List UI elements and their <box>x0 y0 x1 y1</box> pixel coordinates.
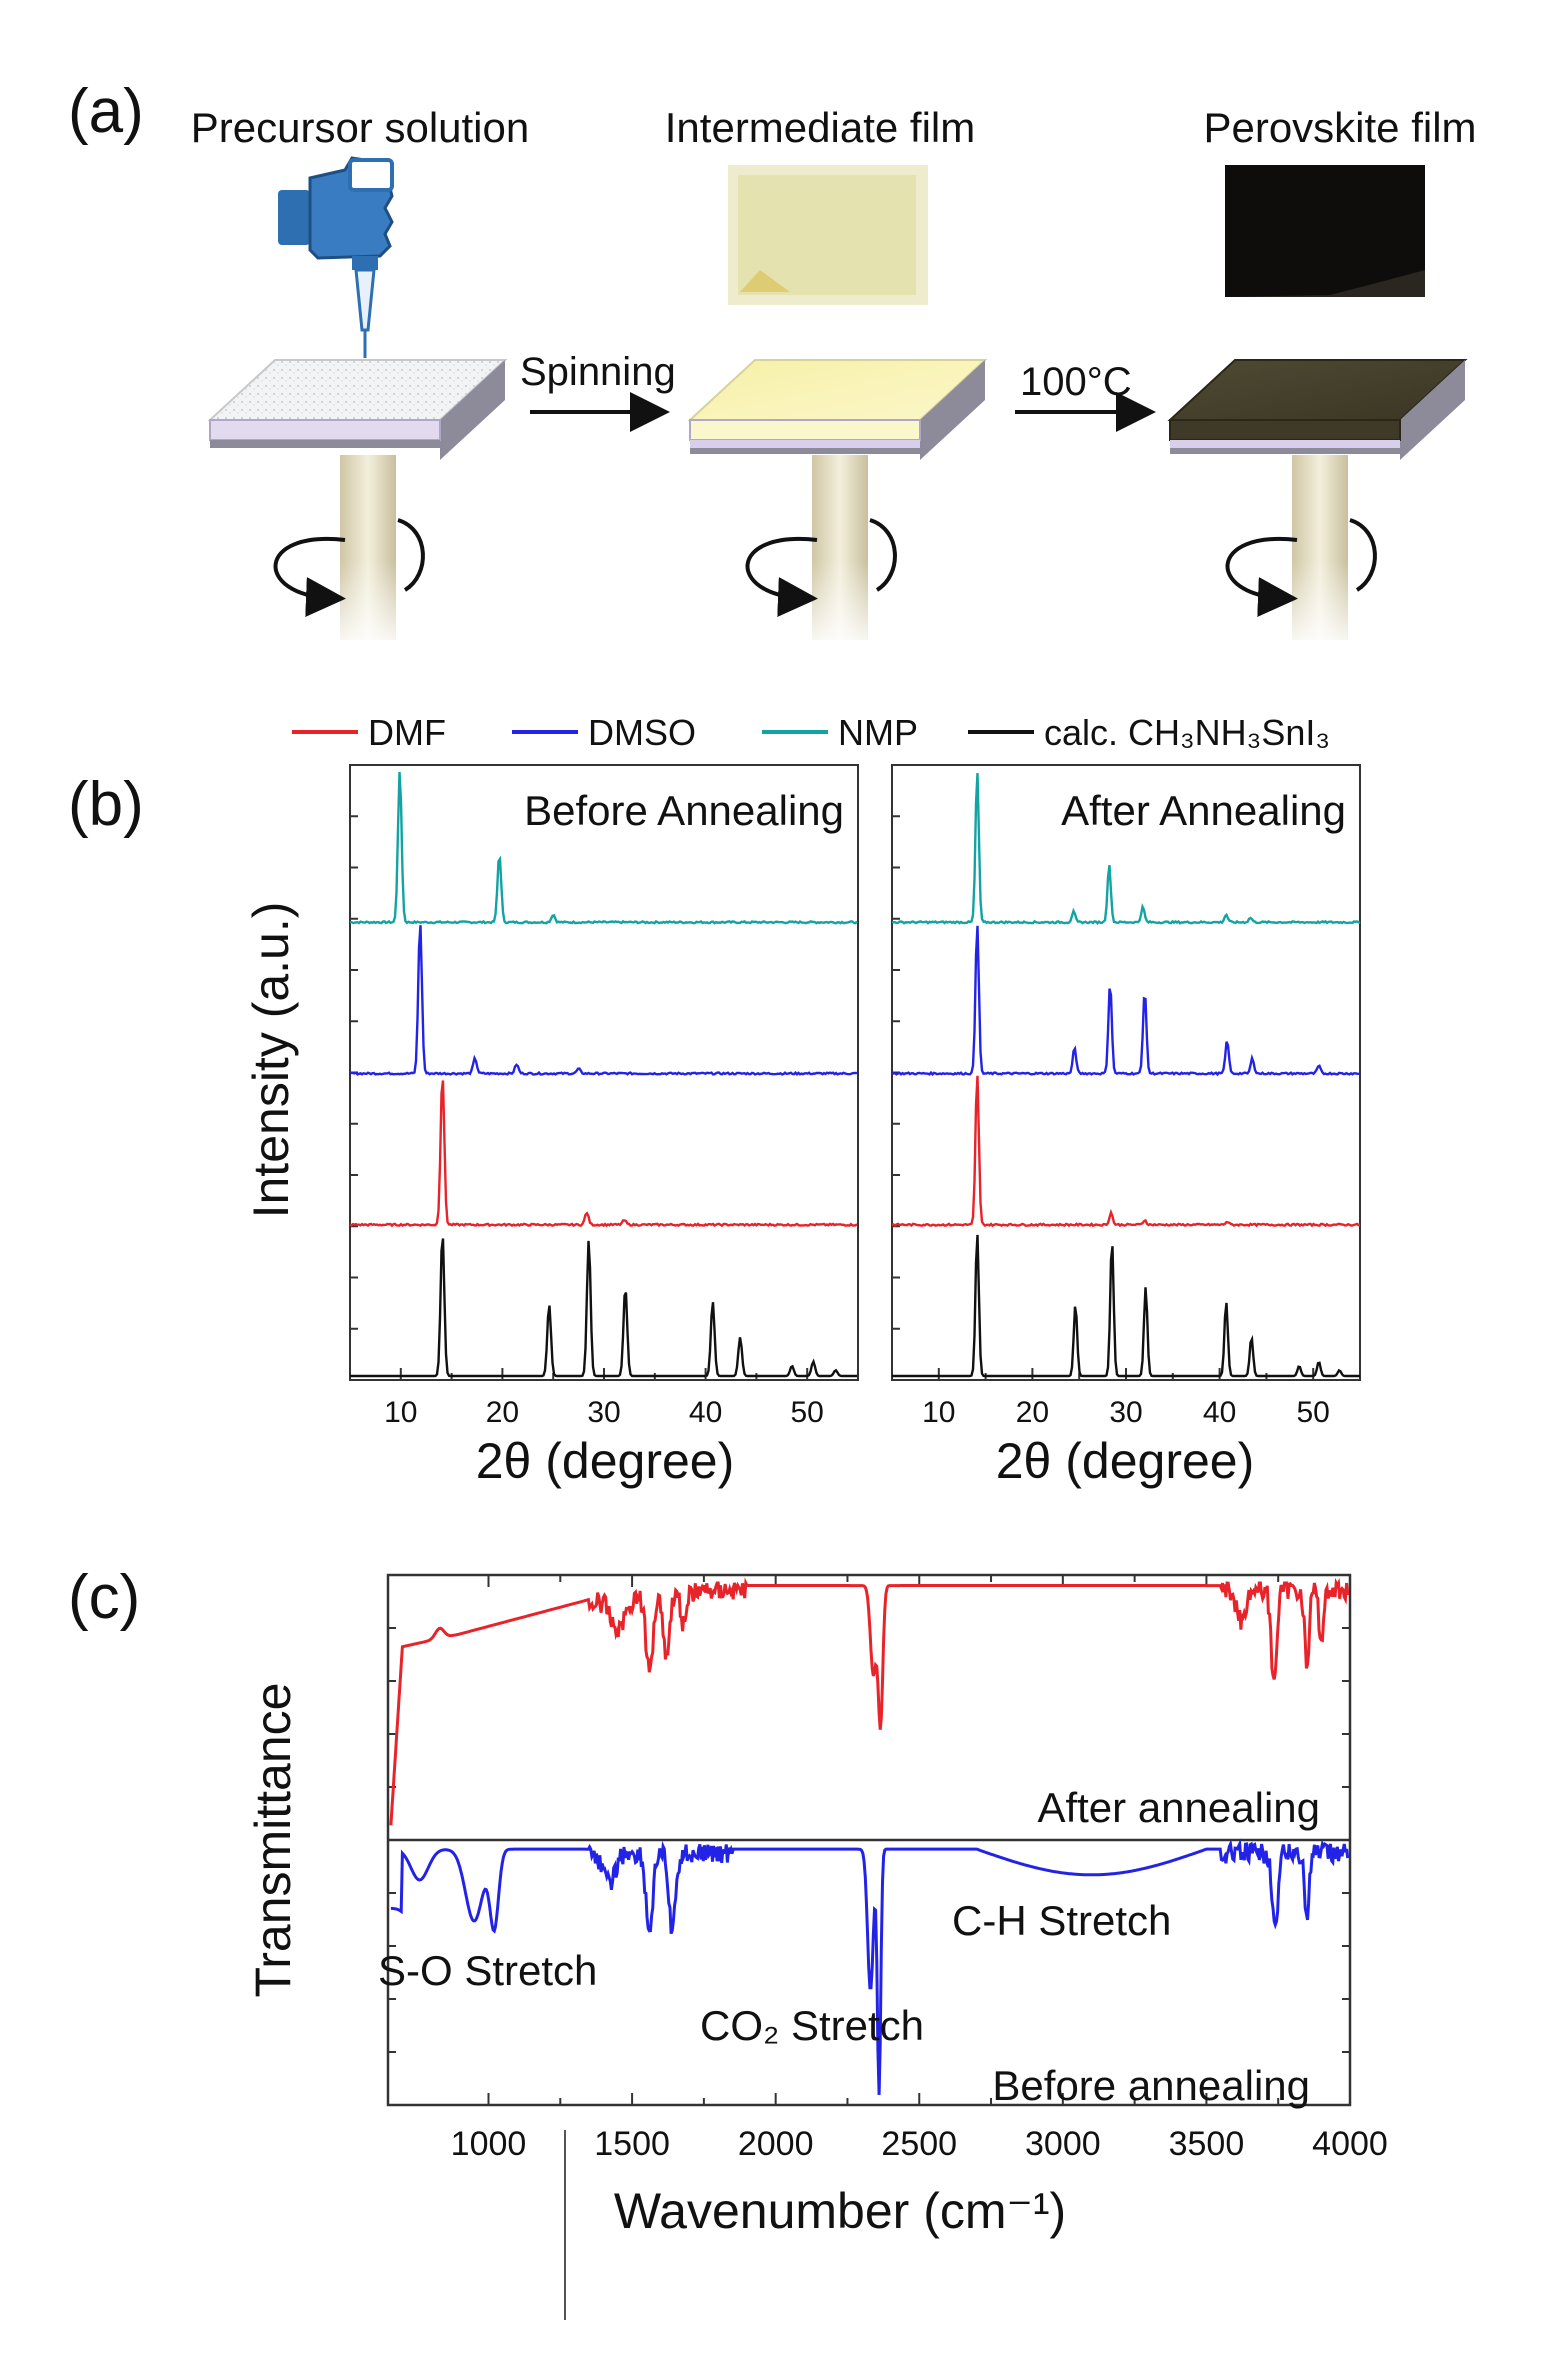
panel-a: (a) Precursor solution Intermediate film… <box>68 77 1477 640</box>
x-tick-label: 20 <box>486 1396 519 1429</box>
ir-xlabel: Wavenumber (cm⁻¹) <box>614 2183 1066 2239</box>
pipette-icon <box>278 156 394 358</box>
arrow-label-spinning: Spinning <box>520 350 676 394</box>
panel-b: (b) DMF DMSO NMP calc. CH₃NH₃SnI₃ Intens… <box>68 712 1361 1489</box>
ir-series-before <box>390 1838 1350 2095</box>
substrate-1 <box>207 359 508 460</box>
x-tick-label: 20 <box>1016 1396 1049 1429</box>
substrate-3 <box>1167 359 1468 460</box>
ir-x-tick-label: 1000 <box>451 2125 527 2163</box>
ir-chart: 1000 1500 2000 2500 3000 3500 4000 <box>386 1573 1388 2163</box>
xrd-series-nmp <box>891 772 1361 925</box>
arrow-label-anneal: 100°C <box>1020 360 1132 404</box>
legend-label-dmso: DMSO <box>588 712 696 753</box>
panel-c: (c) Transmittance 1000 1500 2000 2500 3000 35… <box>68 1563 1388 2320</box>
xrd-series-dmso <box>891 925 1360 1077</box>
step-title-intermediate: Intermediate film <box>665 104 975 151</box>
plot-title: After Annealing <box>1061 787 1346 834</box>
legend-label-nmp: NMP <box>838 712 918 753</box>
ir-series-after <box>389 1577 1350 1826</box>
ir-annotation-so: S-O Stretch <box>378 1947 597 1994</box>
step-title-perovskite: Perovskite film <box>1203 104 1476 151</box>
plot-title: Before Annealing <box>524 787 844 834</box>
legend-label-dmf: DMF <box>368 712 446 753</box>
ir-x-tick-label: 4000 <box>1312 2125 1388 2163</box>
xrd-ylabel: Intensity (a.u.) <box>243 902 299 1219</box>
x-tick-label: 50 <box>791 1396 824 1429</box>
x-tick-label: 10 <box>384 1396 417 1429</box>
xrd-series-calc-ch-nh-sni- <box>892 1234 1360 1378</box>
ir-x-tick-label: 2500 <box>881 2125 957 2163</box>
x-tick-label: 40 <box>1203 1396 1236 1429</box>
intermediate-film-photo <box>728 165 928 305</box>
ir-label-before: Before annealing <box>992 2062 1310 2109</box>
x-tick-label: 50 <box>1297 1396 1330 1429</box>
xrd-xlabel-after: 2θ (degree) <box>996 1433 1255 1489</box>
x-tick-label: 30 <box>587 1396 620 1429</box>
legend: DMF DMSO NMP calc. CH₃NH₃SnI₃ <box>292 712 1330 753</box>
legend-label-calc: calc. CH₃NH₃SnI₃ <box>1044 712 1330 753</box>
ir-x-tick-label: 2000 <box>738 2125 814 2163</box>
xrd-series-dmf <box>349 1080 858 1228</box>
xrd-chart-after: After Annealing 10 20 30 40 50 <box>891 764 1361 1429</box>
xrd-xlabel-before: 2θ (degree) <box>476 1433 735 1489</box>
step-title-precursor: Precursor solution <box>191 104 529 151</box>
xrd-series-calc-ch-nh-sni- <box>350 1238 857 1378</box>
spin-rod-3 <box>1225 455 1377 640</box>
xrd-series-nmp <box>349 771 858 925</box>
substrate-2 <box>687 359 988 460</box>
xrd-series-dmso <box>349 925 858 1077</box>
spin-rod-1 <box>273 455 425 640</box>
perovskite-film-photo <box>1225 165 1425 297</box>
spin-rod-2 <box>745 455 897 640</box>
xrd-chart-before: Before Annealing 10 20 30 40 50 <box>349 764 859 1429</box>
xrd-series-dmf <box>891 1075 1360 1228</box>
x-tick-label: 30 <box>1109 1396 1142 1429</box>
panel-a-letter: (a) <box>68 77 144 146</box>
ir-x-tick-label: 1500 <box>594 2125 670 2163</box>
ir-annotation-ch: C-H Stretch <box>952 1897 1171 1944</box>
panel-b-letter: (b) <box>68 770 144 839</box>
panel-c-letter: (c) <box>68 1563 140 1632</box>
x-tick-label: 40 <box>689 1396 722 1429</box>
ir-ylabel: Transmittance <box>245 1683 301 1998</box>
x-tick-label: 10 <box>922 1396 955 1429</box>
ir-label-after: After annealing <box>1037 1784 1320 1831</box>
ir-annotation-co2: CO₂ Stretch <box>700 2002 924 2049</box>
ir-x-tick-label: 3000 <box>1025 2125 1101 2163</box>
ir-x-tick-label: 3500 <box>1169 2125 1245 2163</box>
